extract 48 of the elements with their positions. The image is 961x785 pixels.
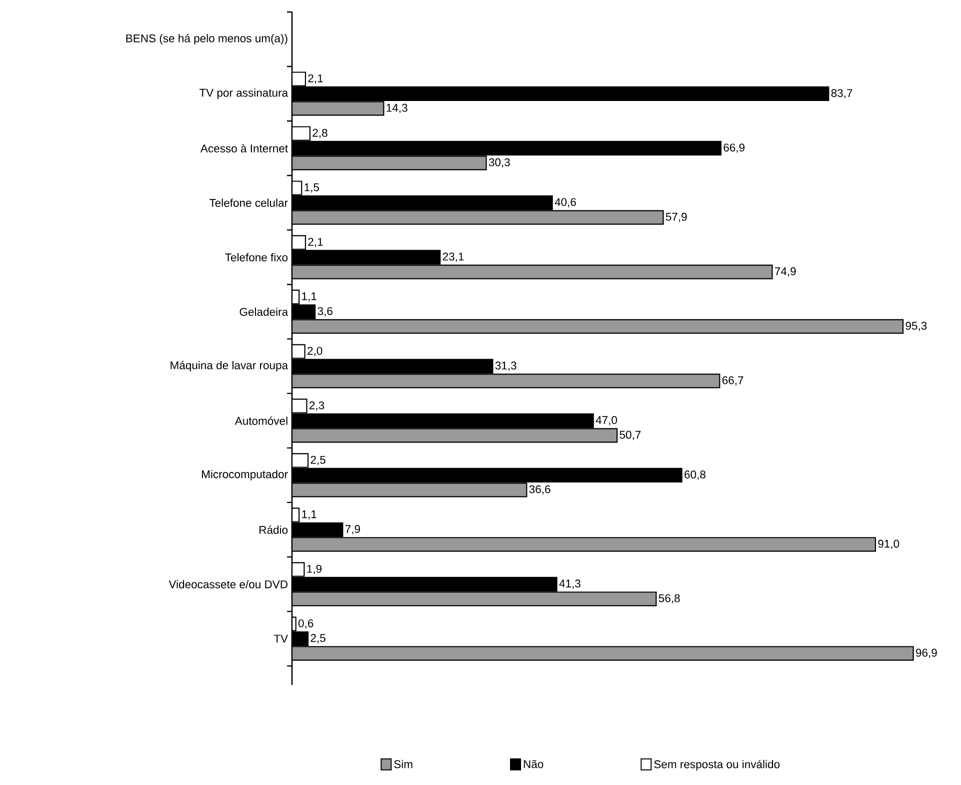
data-label: 2,0 [308,346,322,356]
data-label: 40,6 [554,198,576,208]
data-label: 66,7 [722,376,744,386]
y-tick-label: Telefone celular [209,198,288,207]
data-label: 1,5 [304,183,319,193]
data-label: 57,9 [666,212,687,222]
y-tick-label: Microcomputador [202,470,288,480]
y-tick-label: TV [274,634,288,643]
data-label: 95,3 [906,322,927,332]
data-label: 7,9 [345,525,360,534]
y-tick-label: Videocassete e/ou DVD [168,580,288,588]
data-label: 41,3 [559,580,580,589]
legend-label: Sim [394,760,412,768]
data-label: 91,0 [878,540,900,550]
data-label: 14,3 [386,104,408,114]
data-label: 36,6 [529,485,550,495]
y-tick-label: Acesso à Internet [200,144,288,152]
data-label: 2,3 [310,401,324,411]
y-tick-label: BENS (se há pelo menos um(a)) [126,34,288,45]
data-label: 23,1 [442,252,464,262]
data-label: 0,6 [298,619,314,629]
data-label: 56,8 [658,594,680,604]
data-label: 66,9 [724,144,744,153]
data-label: 30,3 [488,158,510,168]
y-tick-label: Geladeira [240,308,288,316]
y-tick-label: Automóvel [234,416,288,425]
y-tick-label: TV por assinatura [199,88,288,99]
data-label: 2,5 [310,456,326,466]
data-label: 1,9 [307,564,322,574]
data-label: 96,9 [916,648,937,658]
data-label: 2,8 [312,128,328,138]
data-label: 2,1 [308,238,323,248]
data-label: 47,0 [596,416,617,426]
data-label: 83,7 [831,89,852,98]
legend-label: Sem resposta ou inválido [654,760,780,770]
data-label: 1,1 [302,510,316,520]
data-label: 3,6 [318,307,332,316]
data-label: 50,7 [620,430,641,440]
data-label: 2,5 [310,634,326,644]
legend-label: Não [524,760,544,768]
y-tick-label: Rádio [260,526,288,534]
data-label: 2,1 [308,74,323,84]
y-tick-label: Máquina de lavar roupa [170,360,288,372]
y-tick-label: Telefone fixo [225,253,288,262]
data-label: 1,1 [302,292,316,302]
data-label: 60,8 [684,470,706,480]
data-label: 74,9 [774,267,796,277]
data-label: 31,3 [495,362,516,371]
